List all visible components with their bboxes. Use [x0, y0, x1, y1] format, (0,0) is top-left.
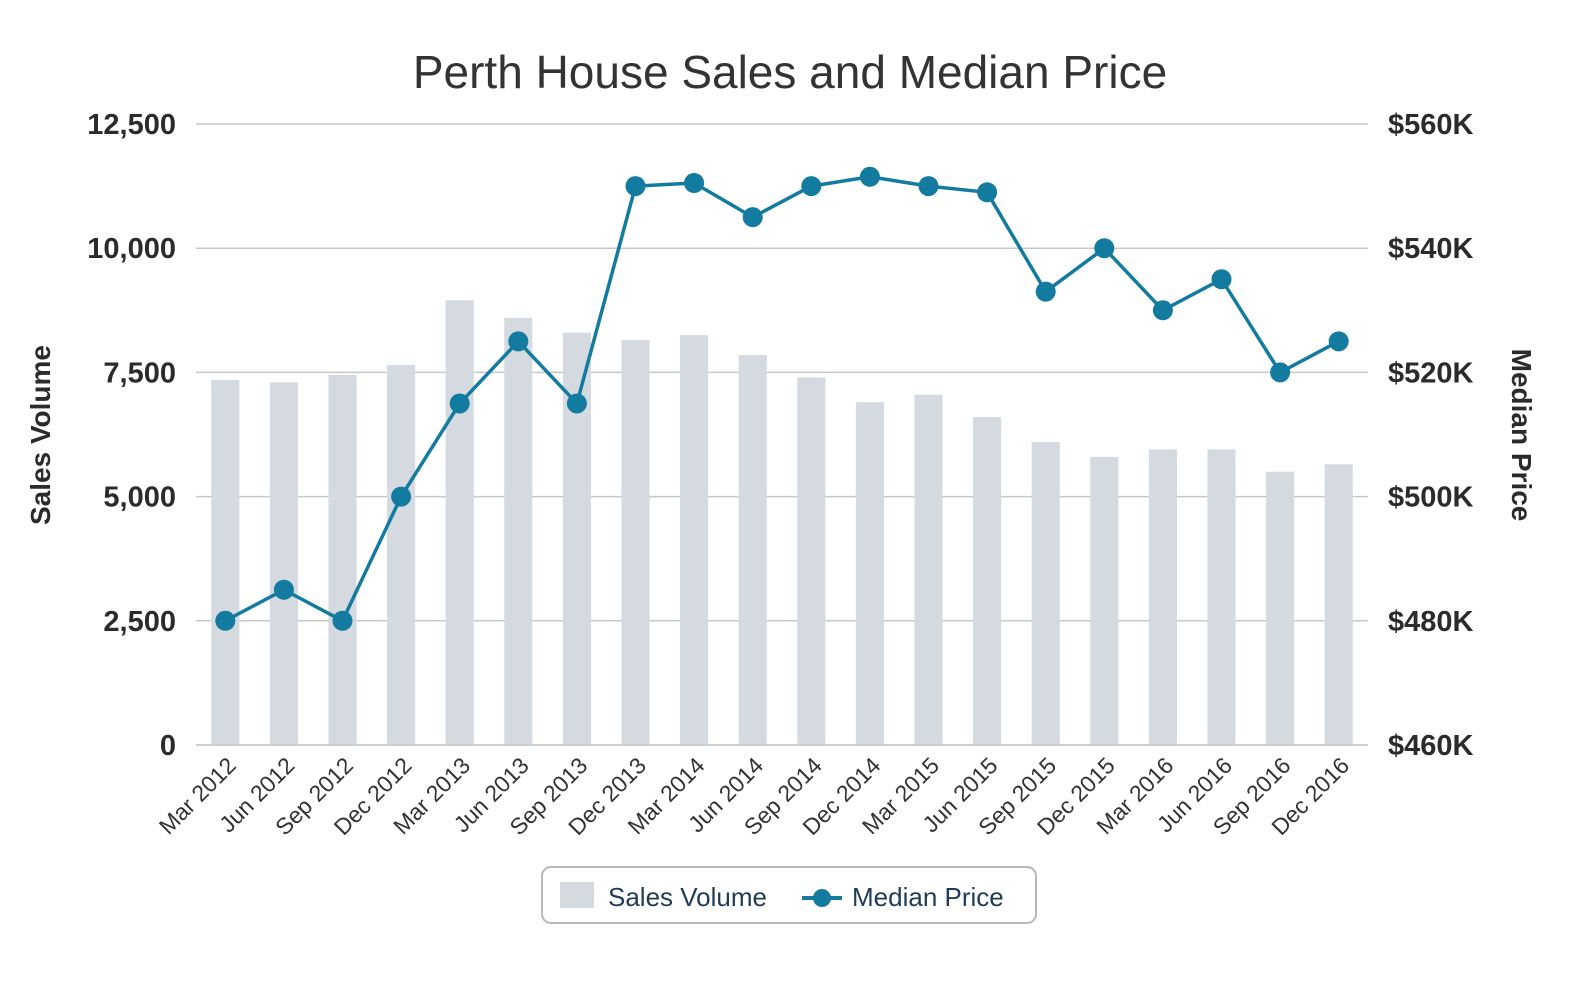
point-sep-2012[interactable] [332, 610, 353, 631]
y2-tick-label: $500K [1388, 482, 1474, 514]
point-mar-2016[interactable] [1152, 300, 1173, 321]
y-axis-title: Sales Volume [25, 345, 56, 525]
point-mar-2014[interactable] [684, 172, 705, 193]
legend-item-sales-volume[interactable]: Sales Volume [560, 882, 767, 912]
bar-jun-2012[interactable] [269, 382, 298, 745]
point-dec-2015[interactable] [1094, 238, 1115, 259]
y-tick-label: 7,500 [103, 357, 176, 389]
bar-sep-2016[interactable] [1266, 471, 1295, 745]
y-tick-label: 0 [160, 730, 176, 762]
point-sep-2014[interactable] [801, 176, 822, 197]
right-axis: $460K $480K $500K $520K $540K $560K [1388, 109, 1474, 762]
point-mar-2012[interactable] [215, 610, 236, 631]
bar-mar-2013[interactable] [445, 300, 474, 745]
legend-swatch-sales-volume [560, 882, 594, 908]
bar-mar-2014[interactable] [680, 335, 709, 745]
bar-jun-2014[interactable] [738, 355, 767, 745]
bar-sep-2012[interactable] [328, 374, 357, 745]
y2-tick-label: $540K [1388, 233, 1474, 265]
bar-jun-2013[interactable] [504, 317, 533, 745]
point-jun-2015[interactable] [977, 182, 998, 203]
y-tick-label: 12,500 [87, 109, 176, 141]
bar-sep-2014[interactable] [797, 377, 826, 745]
bar-mar-2016[interactable] [1148, 449, 1177, 745]
bar-sep-2015[interactable] [1031, 441, 1060, 745]
bar-dec-2016[interactable] [1324, 464, 1353, 745]
point-sep-2013[interactable] [566, 393, 587, 414]
legend-label-sales-volume: Sales Volume [608, 882, 767, 912]
y2-axis-title: Median Price [1506, 349, 1537, 522]
left-axis: 0 2,500 5,000 7,500 10,000 12,500 [87, 109, 176, 762]
bar-dec-2014[interactable] [855, 402, 884, 745]
legend-label-median-price: Median Price [852, 882, 1004, 912]
bar-jun-2016[interactable] [1207, 449, 1236, 745]
point-jun-2016[interactable] [1211, 269, 1232, 290]
y-tick-label: 5,000 [103, 482, 176, 514]
y2-tick-label: $520K [1388, 357, 1474, 389]
legend-item-median-price[interactable]: Median Price [802, 882, 1004, 912]
point-dec-2012[interactable] [391, 486, 412, 507]
bar-jun-2015[interactable] [973, 417, 1002, 745]
chart-title: Perth House Sales and Median Price [413, 46, 1167, 98]
legend: Sales Volume Median Price [541, 866, 1037, 924]
legend-box [541, 866, 1037, 924]
grid-lines [196, 123, 1368, 746]
bar-dec-2013[interactable] [621, 340, 650, 745]
y-tick-label: 2,500 [103, 606, 176, 638]
point-mar-2013[interactable] [449, 393, 470, 414]
point-jun-2012[interactable] [273, 579, 294, 600]
point-sep-2016[interactable] [1270, 362, 1291, 383]
line-series-median-price [215, 166, 1349, 631]
legend-marker-median-price [813, 889, 831, 907]
point-jun-2014[interactable] [742, 207, 763, 228]
point-dec-2016[interactable] [1328, 331, 1349, 352]
point-sep-2015[interactable] [1035, 281, 1056, 302]
y2-tick-label: $460K [1388, 730, 1474, 762]
bar-dec-2012[interactable] [387, 364, 416, 745]
point-dec-2014[interactable] [859, 166, 880, 187]
y2-tick-label: $480K [1388, 606, 1474, 638]
bar-series-sales-volume [211, 300, 1353, 745]
bar-dec-2015[interactable] [1090, 456, 1119, 745]
median-price-line [224, 175, 1340, 623]
bar-mar-2015[interactable] [914, 394, 943, 745]
bar-mar-2012[interactable] [211, 379, 240, 745]
point-dec-2013[interactable] [625, 176, 646, 197]
y-tick-label: 10,000 [87, 233, 176, 265]
point-mar-2015[interactable] [918, 176, 939, 197]
point-jun-2013[interactable] [508, 331, 529, 352]
y2-tick-label: $560K [1388, 109, 1474, 141]
